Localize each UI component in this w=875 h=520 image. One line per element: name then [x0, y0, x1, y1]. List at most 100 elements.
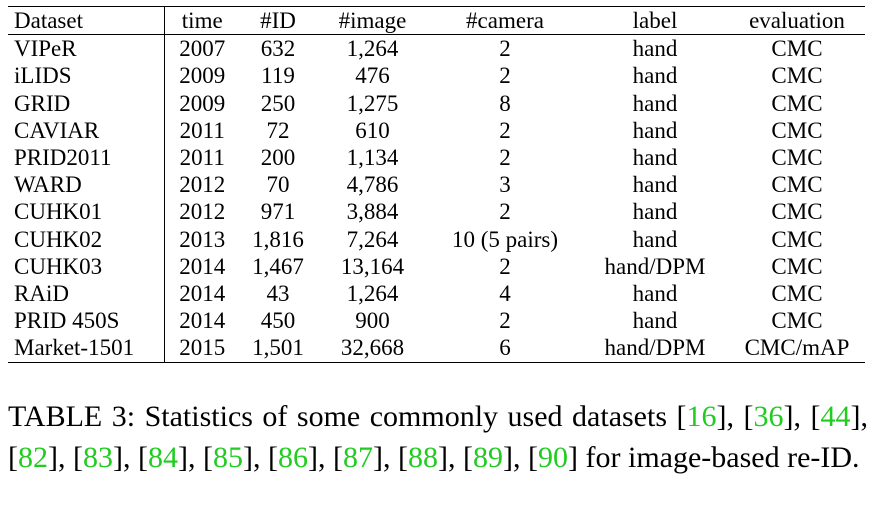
cell-evaluation: CMC: [771, 63, 823, 89]
cell-image: 1,134: [346, 145, 399, 171]
header-dataset: Dataset: [8, 5, 165, 36]
table-caption: TABLE 3: Statistics of some commonly use…: [8, 396, 868, 478]
table-row: Market-1501 2015 1,501 32,668 6 hand/DPM CMC/m…: [8, 334, 865, 363]
cell-camera: 4: [499, 281, 511, 307]
table-row: iLIDS 2009 119 476 2 hand CMC: [8, 62, 865, 90]
cell-camera: 2: [499, 253, 511, 279]
cell-label: hand: [632, 199, 678, 225]
table-row: GRID 2009 250 1,275 8 hand CMC: [8, 89, 865, 117]
cell-dataset: Market-1501: [8, 334, 165, 363]
cell-time: 2013: [179, 226, 226, 252]
header-evaluation: evaluation: [729, 5, 865, 36]
cell-image: 13,164: [340, 253, 405, 279]
citation-link[interactable]: 82: [18, 441, 48, 474]
citation-link[interactable]: 89: [473, 441, 503, 474]
cell-label: hand: [632, 36, 678, 62]
cell-image: 7,264: [346, 226, 399, 252]
cell-time: 2012: [179, 172, 226, 198]
citation-link[interactable]: 88: [408, 441, 438, 474]
caption-label: TABLE 3:: [8, 400, 136, 433]
cell-id: 971: [260, 199, 296, 225]
header-camera: #camera: [429, 5, 581, 36]
cell-id: 43: [266, 281, 290, 307]
cell-dataset: GRID: [8, 89, 165, 117]
cell-image: 32,668: [316, 334, 429, 363]
table-row: PRID 450S 2014 450 900 2 hand CMC: [8, 307, 865, 335]
cell-id: 1,501: [240, 334, 316, 363]
cell-camera: 2: [499, 145, 511, 171]
datasets-table: Dataset time #ID #image #camera label ev…: [8, 5, 865, 363]
header-label: label: [581, 5, 729, 36]
cell-id: 1,816: [252, 226, 304, 252]
cell-image: 476: [355, 63, 390, 89]
cell-label: hand: [632, 281, 678, 307]
cell-image: 1,275: [346, 90, 399, 116]
table-row: CUHK01 2012 971 3,884 2 hand CMC: [8, 198, 865, 226]
cell-camera: 2: [499, 308, 511, 334]
citation-link[interactable]: 86: [278, 441, 308, 474]
cell-camera: 8: [499, 90, 511, 116]
citation-link[interactable]: 85: [213, 441, 243, 474]
cell-camera: 2: [499, 36, 511, 62]
cell-id: 72: [266, 117, 290, 143]
citation-link[interactable]: 83: [83, 441, 113, 474]
cell-label: hand: [632, 63, 678, 89]
cell-evaluation: CMC: [771, 117, 823, 143]
caption-references: [16], [36], [44], [82], [83], [84], [85]…: [8, 400, 869, 474]
cell-id: 70: [266, 172, 290, 198]
cell-label: hand: [632, 90, 678, 116]
cell-image: 3,884: [346, 199, 399, 225]
cell-evaluation: CMC: [771, 36, 823, 62]
citation-link[interactable]: 44: [820, 400, 851, 433]
cell-dataset: RAiD: [8, 280, 165, 308]
cell-image: 900: [355, 308, 390, 334]
table-row: WARD 2012 70 4,786 3 hand CMC: [8, 171, 865, 199]
header-image: #image: [316, 5, 429, 36]
table-row: CAVIAR 2011 72 610 2 hand CMC: [8, 116, 865, 145]
cell-time: 2009: [179, 63, 226, 89]
cell-evaluation: CMC: [771, 145, 823, 171]
cell-evaluation: CMC/mAP: [729, 334, 865, 363]
cell-time: 2012: [179, 199, 226, 225]
cell-label: hand: [632, 145, 678, 171]
cell-id: 1,467: [252, 253, 304, 279]
cell-evaluation: CMC: [771, 226, 823, 252]
cell-label: hand: [632, 117, 678, 143]
cell-dataset: PRID2011: [8, 144, 165, 172]
table-row: RAiD 2014 43 1,264 4 hand CMC: [8, 280, 865, 308]
cell-image: 610: [355, 117, 390, 143]
cell-dataset: WARD: [8, 171, 165, 199]
citation-link[interactable]: 90: [538, 441, 568, 474]
cell-evaluation: CMC: [771, 199, 823, 225]
cell-camera: 2: [499, 63, 511, 89]
cell-time: 2014: [179, 253, 226, 279]
cell-dataset: VIPeR: [8, 34, 165, 63]
cell-image: 1,264: [346, 281, 399, 307]
cell-id: 119: [261, 63, 295, 89]
cell-time: 2014: [179, 281, 226, 307]
citation-link[interactable]: 36: [753, 400, 784, 433]
cell-camera: 10 (5 pairs): [451, 226, 559, 252]
cell-label: hand: [632, 308, 678, 334]
cell-id: 200: [260, 145, 296, 171]
cell-time: 2007: [179, 36, 226, 62]
citation-link[interactable]: 87: [343, 441, 373, 474]
caption-suffix: for image-based re-ID.: [585, 441, 860, 474]
table-row: VIPeR 2007 632 1,264 2 hand CMC: [8, 34, 865, 63]
cell-id: 450: [260, 308, 296, 334]
table-body: VIPeR 2007 632 1,264 2 hand CMC iLIDS 2009 119 476…: [8, 34, 865, 363]
cell-label: hand: [632, 226, 678, 252]
cell-camera: 2: [499, 117, 511, 143]
cell-image: 4,786: [346, 172, 399, 198]
cell-image: 1,264: [346, 36, 399, 62]
table-row: CUHK02 2013 1,816 7,264 10 (5 pairs) hand CMC: [8, 225, 865, 253]
table-row: CUHK03 2014 1,467 13,164 2 hand/DPM CMC: [8, 252, 865, 281]
citation-link[interactable]: 84: [148, 441, 178, 474]
table-row: PRID2011 2011 200 1,134 2 hand CMC: [8, 144, 865, 172]
citation-link[interactable]: 16: [686, 400, 717, 433]
cell-evaluation: CMC: [771, 281, 823, 307]
caption-text: Statistics of some commonly used dataset…: [144, 400, 668, 433]
cell-evaluation: CMC: [771, 90, 823, 116]
cell-label: hand/DPM: [604, 253, 706, 279]
cell-evaluation: CMC: [771, 253, 823, 279]
